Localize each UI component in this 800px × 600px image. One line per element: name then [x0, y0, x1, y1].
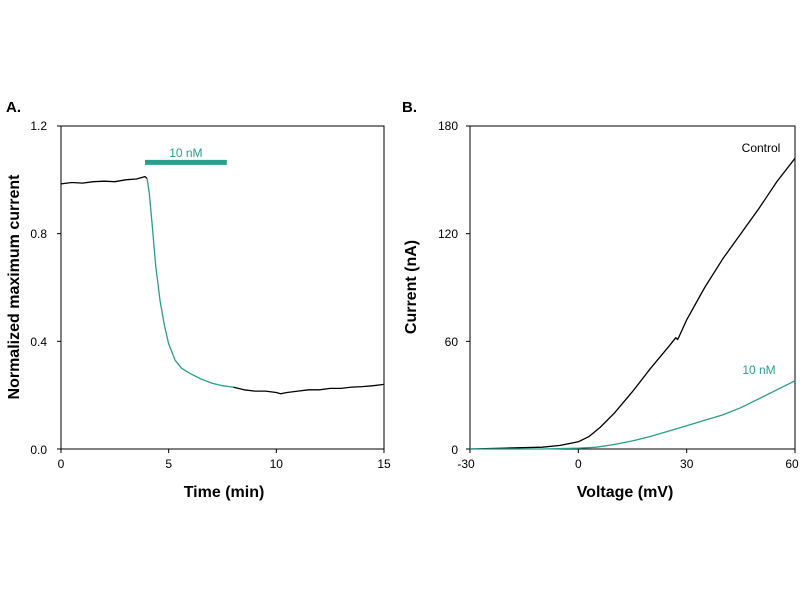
panel-b-label: B. [402, 99, 417, 116]
panel-b-annotation-10nm: 10 nM [742, 363, 775, 377]
panel-a: A. 1.2 0.8 0.4 0.0 0 5 10 15 Time (min) … [6, 99, 391, 501]
panel-b-ytick-label: 180 [438, 119, 458, 133]
panel-b-y-axis-title: Current (nA) [403, 240, 420, 334]
panel-a-xtick-label: 15 [377, 457, 391, 471]
panel-a-series-before [60, 175, 148, 185]
panel-a-y-axis-title: Normalized maximum current [6, 174, 23, 400]
panel-a-bar-annotation-label: 10 nM [169, 146, 202, 160]
panel-b-series-control [469, 157, 796, 450]
panel-a-series-washout [233, 383, 385, 395]
panel-a-ytick-label: 1.2 [30, 119, 47, 133]
panel-b-x-axis-title: Voltage (mV) [577, 484, 674, 501]
panel-a-xtick-label: 0 [58, 457, 65, 471]
panel-a-ytick-label: 0.0 [30, 443, 47, 457]
panel-b-xtick-label: 0 [575, 457, 582, 471]
panel-b-ytick-label: 60 [445, 335, 459, 349]
panel-b-series-10-nm [470, 380, 796, 450]
panel-a-label: A. [6, 99, 21, 116]
panel-b-xtick-label: -30 [457, 457, 475, 471]
panel-b-xtick-label: 30 [680, 457, 694, 471]
panel-b-marks [466, 125, 796, 453]
panel-a-series-10-nm [146, 178, 234, 388]
panel-a-xtick-label: 10 [270, 457, 284, 471]
panel-b-annotation-control: Control [742, 141, 781, 155]
panel-a-x-axis-title: Time (min) [184, 484, 265, 501]
panel-b-xtick-label: 60 [785, 457, 799, 471]
panel-b-ytick-label: 120 [438, 227, 458, 241]
panel-b-plot-frame [469, 125, 796, 450]
panel-b-ytick-label: 0 [451, 443, 458, 457]
panel-a-ytick-label: 0.4 [30, 335, 47, 349]
panel-b: B. 180 120 60 0 -30 0 30 60 Voltage (mV)… [402, 99, 799, 501]
panel-a-xtick-label: 5 [165, 457, 172, 471]
panel-a-plot-frame [60, 125, 385, 450]
panel-a-marks [57, 125, 385, 453]
panel-a-ytick-label: 0.8 [30, 227, 47, 241]
